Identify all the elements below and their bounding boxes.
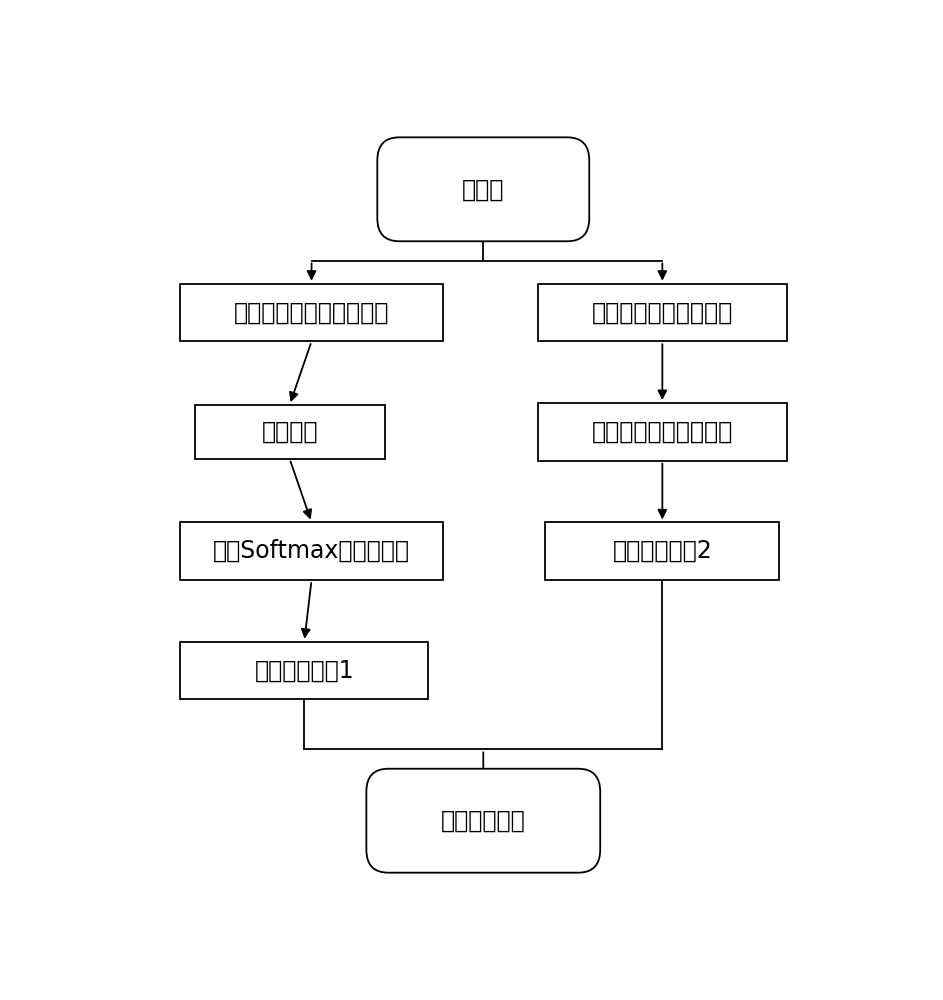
Bar [180, 522, 443, 580]
Bar [545, 522, 779, 580]
Bar [538, 284, 786, 341]
Text: 训练Softmax分类器参数: 训练Softmax分类器参数 [213, 539, 410, 563]
Text: 训练栈式自动编码器参数: 训练栈式自动编码器参数 [234, 300, 389, 324]
Bar [180, 642, 428, 699]
Bar [180, 284, 443, 341]
Text: 最终分类结果: 最终分类结果 [441, 809, 525, 833]
Bar [538, 403, 786, 461]
Text: 提取特征: 提取特征 [261, 420, 318, 444]
Text: 获取分类结果1: 获取分类结果1 [255, 659, 354, 683]
FancyBboxPatch shape [367, 769, 600, 873]
Text: 训练不平衡数据学模型: 训练不平衡数据学模型 [591, 420, 733, 444]
FancyBboxPatch shape [377, 137, 589, 241]
Bar [194, 405, 385, 459]
Text: 获取分类结果2: 获取分类结果2 [612, 539, 712, 563]
Text: 构建不平衡数据学模型: 构建不平衡数据学模型 [591, 300, 733, 324]
Text: 预处理: 预处理 [462, 177, 505, 201]
